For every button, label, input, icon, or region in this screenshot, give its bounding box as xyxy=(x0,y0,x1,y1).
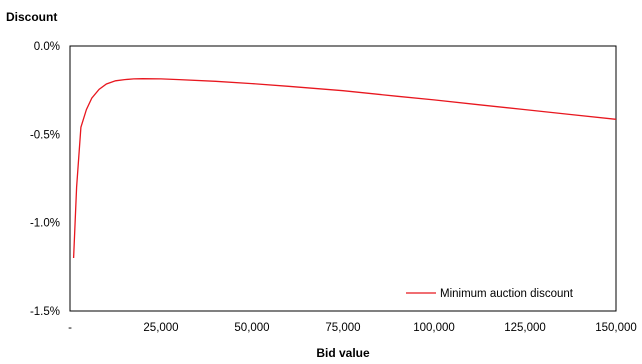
x-axis-title: Bid value xyxy=(316,346,370,360)
y-tick-label: -0.5% xyxy=(30,129,60,141)
y-axis-title: Discount xyxy=(6,10,57,24)
y-tick-label: -1.5% xyxy=(30,306,60,318)
x-tick-label: 100,000 xyxy=(413,322,455,334)
x-tick-label: - xyxy=(68,322,72,334)
y-tick-label: -1.0% xyxy=(30,218,60,230)
x-tick-label: 150,000 xyxy=(595,322,637,334)
plot-area xyxy=(69,45,617,312)
x-tick-label: 125,000 xyxy=(504,322,546,334)
legend-label: Minimum auction discount xyxy=(440,288,574,300)
x-tick-labels: - 25,000 50,000 75,000 100,000 125,000 150,000 xyxy=(68,322,637,334)
legend: Minimum auction discount xyxy=(406,288,574,300)
y-tick-labels: 0.0% -0.5% -1.0% -1.5% xyxy=(30,41,60,318)
x-tick-label: 50,000 xyxy=(234,322,269,334)
series-line xyxy=(72,78,617,259)
y-tick-label: 0.0% xyxy=(34,41,60,53)
x-tick-label: 75,000 xyxy=(325,322,360,334)
x-tick-label: 25,000 xyxy=(143,322,178,334)
